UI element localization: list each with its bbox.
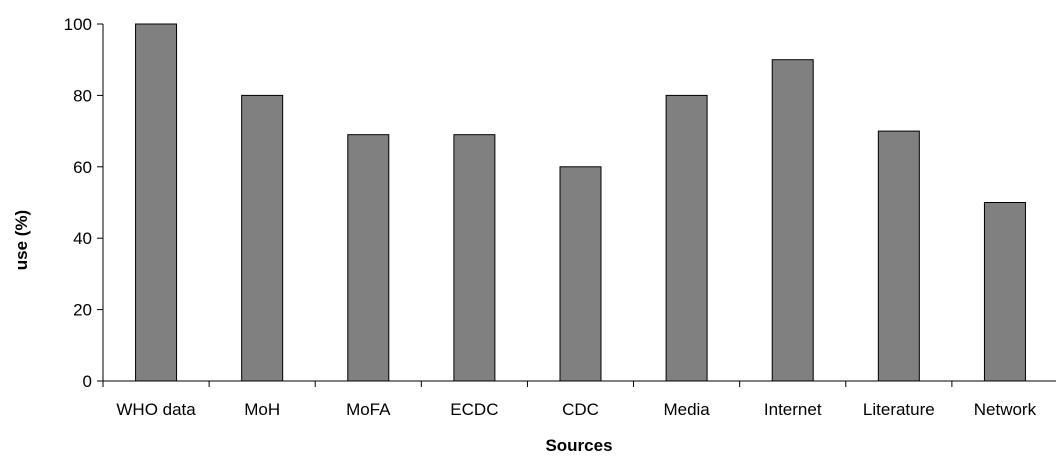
bar-internet xyxy=(771,59,814,382)
x-tick-label: ECDC xyxy=(450,400,498,419)
bar-network xyxy=(983,202,1026,382)
bar-cdc xyxy=(559,166,602,382)
x-tick-label: Internet xyxy=(764,400,822,419)
bar-moh xyxy=(241,94,284,382)
x-tick-label: Literature xyxy=(863,400,935,419)
y-tick-label: 80 xyxy=(73,86,92,105)
bar-ecdc xyxy=(453,134,496,382)
x-tick-label: WHO data xyxy=(116,400,196,419)
bar-mofa xyxy=(347,134,390,382)
x-tick-label: CDC xyxy=(562,400,599,419)
bars-group xyxy=(135,23,1026,382)
y-tick-label: 40 xyxy=(73,229,92,248)
x-tick-label: Network xyxy=(974,400,1037,419)
x-tick-label: Media xyxy=(663,400,710,419)
y-tick-label: 0 xyxy=(83,372,92,391)
y-ticks-group: 0 20 40 60 80 100 xyxy=(64,15,103,391)
axes-group xyxy=(102,24,1056,382)
y-tick-label: 60 xyxy=(73,158,92,177)
y-tick-label: 100 xyxy=(64,15,92,34)
x-tick-label: MoH xyxy=(244,400,280,419)
x-axis-title: Sources xyxy=(545,436,612,455)
bar-who-data xyxy=(135,23,178,382)
y-axis-title: use (%) xyxy=(12,210,31,270)
bar-literature xyxy=(877,130,920,382)
y-tick-label: 20 xyxy=(73,301,92,320)
x-tick-label: MoFA xyxy=(346,400,391,419)
x-ticks-group: WHO data MoH MoFA ECDC CDC Media Internet Liter… xyxy=(102,381,1037,419)
bar-media xyxy=(665,94,708,382)
